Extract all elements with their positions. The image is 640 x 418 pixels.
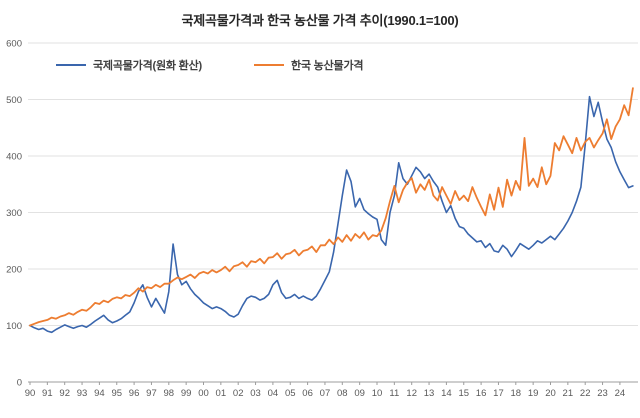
x-tick-label: 05 xyxy=(285,388,296,399)
x-tick-label: 17 xyxy=(493,388,504,399)
x-tick-label: 07 xyxy=(320,388,331,399)
y-tick-label: 0 xyxy=(17,378,22,389)
x-tick-label: 10 xyxy=(372,388,383,399)
x-tick-label: 91 xyxy=(42,388,53,399)
x-tick-label: 97 xyxy=(146,388,157,399)
x-tick-label: 98 xyxy=(164,388,175,399)
x-tick-label: 23 xyxy=(597,388,608,399)
x-tick-label: 01 xyxy=(216,388,227,399)
legend-item-intl-grain: 국제곡물가격(원화 환산) xyxy=(56,57,202,73)
legend-line-swatch-blue xyxy=(56,64,86,66)
y-tick-label: 600 xyxy=(6,39,22,50)
x-tick-label: 12 xyxy=(406,388,417,399)
y-tick-label: 200 xyxy=(6,265,22,276)
x-tick-label: 19 xyxy=(528,388,539,399)
x-tick-label: 09 xyxy=(354,388,365,399)
series-line-korea-agri xyxy=(29,87,634,327)
x-tick-label: 22 xyxy=(580,388,591,399)
chart-title: 국제곡물가격과 한국 농산물 가격 추이(1990.1=100) xyxy=(181,13,459,28)
x-tick-label: 03 xyxy=(250,388,261,399)
x-tick-label: 92 xyxy=(59,388,70,399)
x-tick-label: 16 xyxy=(476,388,487,399)
x-tick-label: 04 xyxy=(268,388,279,399)
x-tick-label: 08 xyxy=(337,388,348,399)
x-tick-label: 24 xyxy=(615,388,626,399)
x-tick-label: 11 xyxy=(389,388,399,399)
x-tick-label: 14 xyxy=(441,388,452,399)
x-tick-label: 90 xyxy=(25,388,36,399)
x-tick-label: 96 xyxy=(129,388,140,399)
y-tick-label: 400 xyxy=(6,152,22,163)
x-tick-label: 95 xyxy=(111,388,122,399)
x-tick-label: 20 xyxy=(545,388,556,399)
x-tick-label: 13 xyxy=(424,388,435,399)
legend-label-korea-agri: 한국 농산물가격 xyxy=(290,60,364,72)
legend-item-korea-agri: 한국 농산물가격 xyxy=(253,57,364,73)
x-tick-label: 02 xyxy=(233,388,244,399)
y-tick-label: 100 xyxy=(6,321,22,332)
x-tick-label: 18 xyxy=(511,388,522,399)
x-tick-label: 94 xyxy=(94,388,105,399)
legend-label-intl-grain: 국제곡물가격(원화 환산) xyxy=(93,60,202,72)
legend-line-swatch-orange xyxy=(253,64,284,66)
y-tick-label: 300 xyxy=(6,208,22,219)
x-tick-label: 00 xyxy=(198,388,209,399)
x-tick-label: 15 xyxy=(458,388,469,399)
series-line-intl-grain xyxy=(29,95,634,334)
legend: 국제곡물가격(원화 환산) 한국 농산물가격 xyxy=(56,57,363,73)
y-tick-label: 500 xyxy=(6,95,22,106)
x-tick-label: 06 xyxy=(302,388,313,399)
x-tick-label: 99 xyxy=(181,388,192,399)
x-tick-label: 21 xyxy=(563,388,574,399)
x-tick-label: 93 xyxy=(77,388,88,399)
